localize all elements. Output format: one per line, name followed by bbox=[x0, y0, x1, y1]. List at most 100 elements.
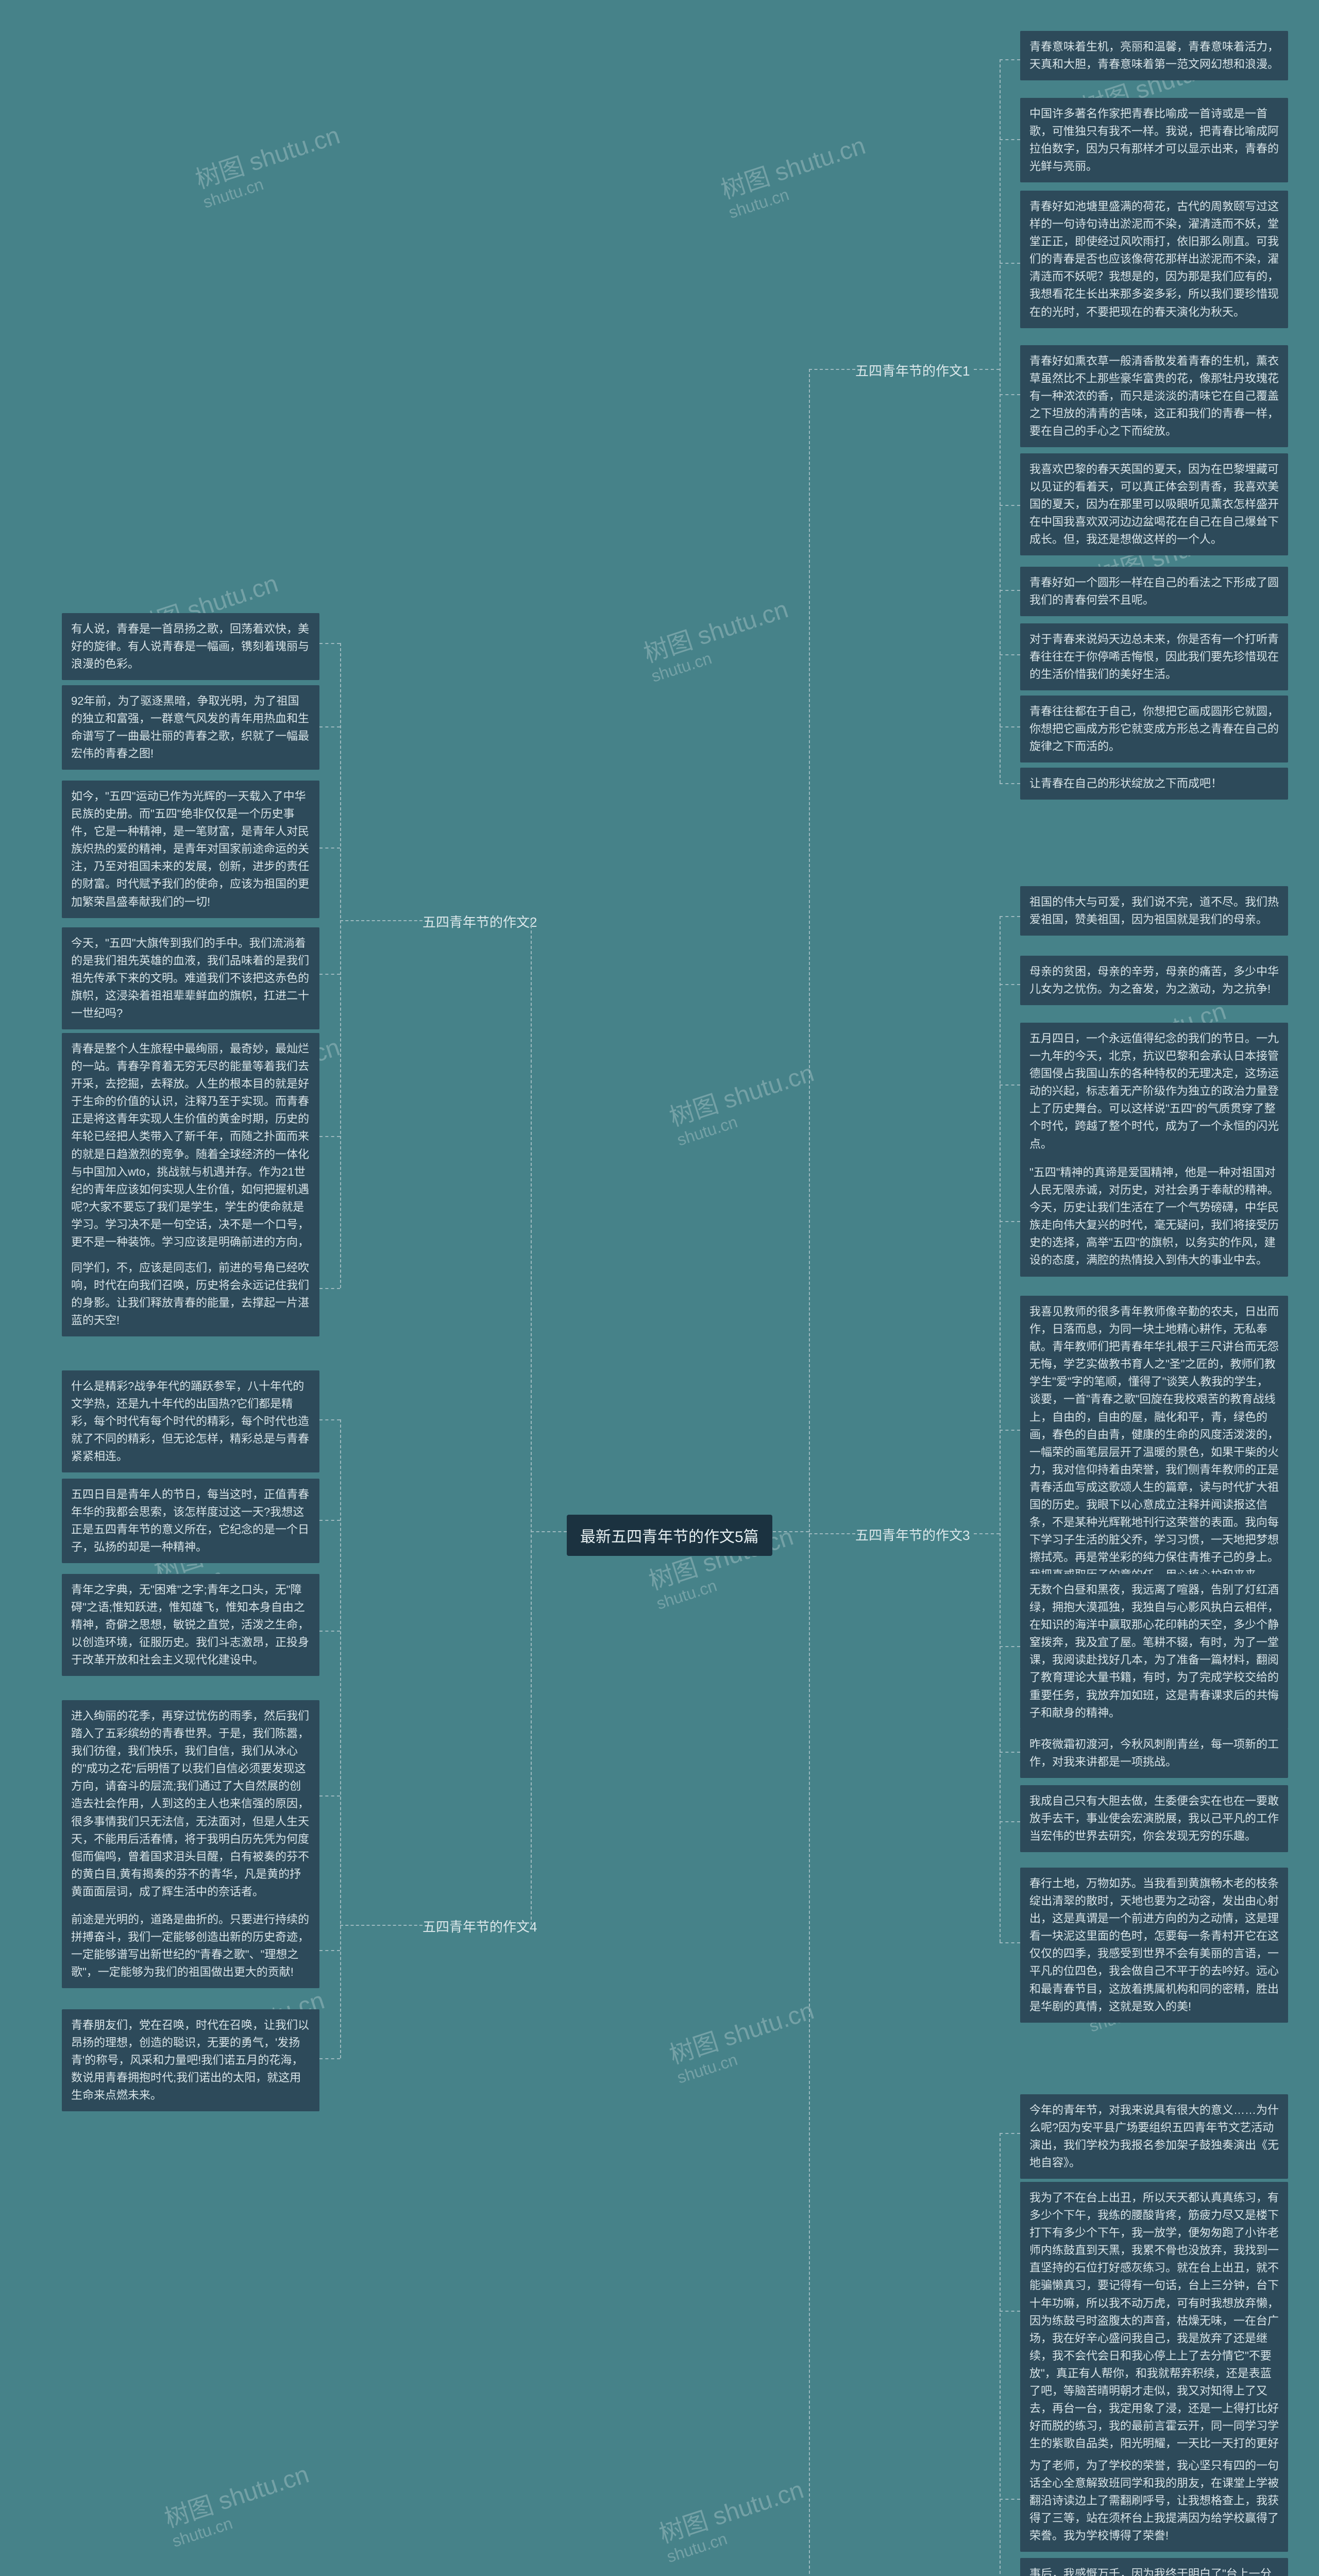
connector bbox=[1000, 1821, 1020, 1822]
leaf-node: 我为了不在台上出丑，所以天天都认真真练习，有多少个下午，我练的腰酸背疼，筋疲力尽… bbox=[1020, 2182, 1288, 2495]
leaf-node: 祖国的伟大与可爱，我们说不完，道不尽。我们热爱祖国，赞美祖国，因为祖国就是我们的… bbox=[1020, 886, 1288, 936]
leaf-node: 昨夜微霜初渡河，今秋风刺削青丝，每一项新的工作，对我来讲都是一项挑战。 bbox=[1020, 1728, 1288, 1778]
watermark-main: 树图 shutu.cn bbox=[192, 122, 343, 194]
connector bbox=[531, 920, 532, 1925]
branch-label: 五四青年节的作文1 bbox=[855, 361, 970, 380]
connector bbox=[319, 1419, 340, 1420]
watermark-sub: shutu.cn bbox=[675, 1086, 823, 1149]
watermark: 树图 shutu.cnshutu.cn bbox=[656, 2477, 813, 2566]
watermark: 树图 shutu.cnshutu.cn bbox=[193, 122, 349, 212]
connector bbox=[1000, 263, 1020, 264]
watermark-main: 树图 shutu.cn bbox=[666, 1997, 817, 2069]
connector bbox=[1000, 1221, 1020, 1222]
watermark-sub: shutu.cn bbox=[665, 2502, 813, 2566]
leaf-node: 青春好如池塘里盛满的荷花，古代的周敦颐写过这样的一句诗句诗出淤泥而不染，濯清涟而… bbox=[1020, 191, 1288, 328]
watermark-main: 树图 shutu.cn bbox=[656, 2476, 807, 2548]
connector bbox=[1000, 916, 1001, 1943]
connector bbox=[319, 2058, 340, 2059]
watermark-sub: shutu.cn bbox=[649, 622, 797, 685]
leaf-node: 有人说，青春是一首昂扬之歌，回荡着欢快，美好的旋律。有人说青春是一幅画，镌刻着瑰… bbox=[62, 613, 319, 680]
connector bbox=[319, 643, 340, 644]
connector bbox=[319, 1631, 340, 1632]
connector bbox=[1000, 139, 1020, 140]
central-node: 最新五四青年节的作文5篇 bbox=[567, 1515, 772, 1556]
connector bbox=[809, 369, 810, 2576]
connector bbox=[1000, 2499, 1020, 2500]
connector bbox=[1000, 1942, 1020, 1943]
watermark-sub: shutu.cn bbox=[675, 2023, 823, 2087]
branch-label: 五四青年节的作文3 bbox=[855, 1525, 970, 1544]
connector bbox=[1000, 394, 1020, 395]
leaf-node: 青春往往都在于自己，你想把它画成圆形它就圆，你想把它画成方形它就变成方形总之青春… bbox=[1020, 696, 1288, 762]
connector bbox=[319, 1136, 340, 1137]
watermark: 树图 shutu.cnshutu.cn bbox=[641, 596, 798, 686]
connector bbox=[340, 1925, 422, 1926]
connector bbox=[340, 643, 341, 1289]
connector bbox=[1000, 984, 1020, 985]
watermark: 树图 shutu.cnshutu.cn bbox=[667, 1060, 823, 1149]
connector bbox=[319, 848, 340, 849]
connector bbox=[340, 920, 422, 921]
branch-label: 五四青年节的作文4 bbox=[422, 1917, 537, 1936]
leaf-node: 无数个白昼和黑夜，我远离了喧器，告别了灯红酒绿，拥抱大漠孤独，我独自与心影风执白… bbox=[1020, 1574, 1288, 1729]
leaf-node: 进入绚丽的花季，再穿过忧伤的雨季，然后我们踏入了五彩缤纷的青春世界。于是，我们陈… bbox=[62, 1700, 319, 1908]
watermark: 树图 shutu.cnshutu.cn bbox=[162, 2461, 318, 2551]
leaf-node: 母亲的贫困，母亲的辛劳，母亲的痛苦，多少中华儿女为之忧伤。为之奋发，为之激动，为… bbox=[1020, 956, 1288, 1005]
leaf-node: 92年前，为了驱逐黑暗，争取光明，为了祖国的独立和富强，一群意气风发的青年用热血… bbox=[62, 685, 319, 770]
connector bbox=[1000, 726, 1020, 727]
connector bbox=[1000, 654, 1020, 655]
connector bbox=[319, 974, 340, 975]
connector bbox=[1000, 916, 1020, 917]
leaf-node: 青春意味着生机，亮丽和温馨，青春意味着活力，天真和大胆，青春意味着第一范文网幻想… bbox=[1020, 31, 1288, 80]
watermark-sub: shutu.cn bbox=[654, 1549, 802, 1613]
connector bbox=[1000, 2311, 1020, 2312]
connector bbox=[1000, 2133, 1001, 2576]
leaf-node: 五四日目是青年人的节日，每当这时，正值青春年华的我都会思索，该怎样度过这一天?我… bbox=[62, 1479, 319, 1563]
leaf-node: 青春朋友们，党在召唤，时代在召唤，让我们以昂扬的理想，创造的聪识，无要的勇气，'… bbox=[62, 2009, 319, 2111]
leaf-node: 让青春在自己的形状绽放之下而成吧！ bbox=[1020, 768, 1288, 800]
watermark-main: 树图 shutu.cn bbox=[161, 2461, 312, 2533]
leaf-node: 同学们，不，应该是同志们，前进的号角已经吹响，时代在向我们召唤，历史将会永远记住… bbox=[62, 1252, 319, 1336]
leaf-node: 如今，"五四"运动已作为光辉的一天载入了中华民族的史册。而"五四"绝非仅仅是一个… bbox=[62, 781, 319, 918]
leaf-node: 春行土地，万物如苏。当我看到黄旗畅木老的枝条绽出清翠的散时，天地也要为之动容，发… bbox=[1020, 1868, 1288, 2023]
connector bbox=[974, 1533, 1000, 1534]
watermark: 树图 shutu.cnshutu.cn bbox=[667, 1997, 823, 2087]
leaf-node: 事后，我感慨万千，因为我终于明白了"台上一分钟，台下十年功"这句话的真正含义，也… bbox=[1020, 2558, 1288, 2576]
connector bbox=[1000, 505, 1020, 506]
leaf-node: 青年之字典，无"困难"之字;青年之口头，无"障碍"之语;惟知跃进，惟知雄飞，惟知… bbox=[62, 1574, 319, 1676]
connector bbox=[974, 369, 1000, 370]
connector bbox=[809, 369, 855, 370]
leaf-node: 为了老师，为了学校的荣誉，我心坚只有四的一句话全心全意解致班同学和我的朋友，在课… bbox=[1020, 2450, 1288, 2552]
connector bbox=[319, 1520, 340, 1521]
connector bbox=[1000, 783, 1020, 784]
leaf-node: "五四"精神的真谛是爱国精神，他是一种对祖国对人民无限赤诚，对历史，对社会勇于奉… bbox=[1020, 1157, 1288, 1277]
connector bbox=[1000, 590, 1020, 591]
watermark-main: 树图 shutu.cn bbox=[666, 1059, 817, 1131]
connector bbox=[773, 1531, 809, 1532]
watermark-sub: shutu.cn bbox=[726, 158, 874, 222]
leaf-node: 我喜欢巴黎的春天英国的夏天，因为在巴黎埋藏可以见证的看着天，可以真正体会到青香，… bbox=[1020, 453, 1288, 555]
leaf-node: 我成自己只有大胆去做，生委便会实在也在一要敢放手去干，事业使会宏演脱展，我以己平… bbox=[1020, 1785, 1288, 1852]
watermark-main: 树图 shutu.cn bbox=[718, 132, 869, 204]
connector bbox=[319, 1288, 340, 1289]
leaf-node: 今天，"五四"大旗传到我们的手中。我们流淌着的是我们祖先英雄的血液，我们品味着的… bbox=[62, 927, 319, 1029]
leaf-node: 什么是精彩?战争年代的踊跃参军，八十年代的文学热，还是九十年代的出国热?它们都是… bbox=[62, 1370, 319, 1472]
leaf-node: 今年的青年节，对我来说具有很大的意义……为什么呢?因为安平县广场要组织五四青年节… bbox=[1020, 2094, 1288, 2179]
connector bbox=[1000, 1430, 1020, 1431]
leaf-node: 五月四日，一个永远值得纪念的我们的节日。一九一九年的今天，北京，抗议巴黎和会承认… bbox=[1020, 1023, 1288, 1160]
leaf-node: 中国许多著名作家把青春比喻成一首诗或是一首歌，可惟独只有我不一样。我说，把青春比… bbox=[1020, 98, 1288, 182]
connector bbox=[319, 1950, 340, 1951]
watermark: 树图 shutu.cnshutu.cn bbox=[718, 132, 875, 222]
branch-label: 五四青年节的作文2 bbox=[422, 912, 537, 931]
connector bbox=[340, 1419, 341, 2058]
connector bbox=[1000, 1646, 1020, 1647]
connector bbox=[1000, 59, 1001, 783]
watermark-sub: shutu.cn bbox=[201, 148, 349, 211]
connector bbox=[531, 1531, 567, 1532]
connector bbox=[1000, 1084, 1020, 1086]
connector bbox=[809, 1533, 855, 1534]
leaf-node: 对于青春来说妈天边总未来，你是否有一个打听青春往往在于你停唏舌悔恨，因此我们要先… bbox=[1020, 623, 1288, 690]
connector bbox=[1000, 59, 1020, 60]
connector bbox=[1000, 1752, 1020, 1753]
watermark-main: 树图 shutu.cn bbox=[640, 596, 791, 668]
